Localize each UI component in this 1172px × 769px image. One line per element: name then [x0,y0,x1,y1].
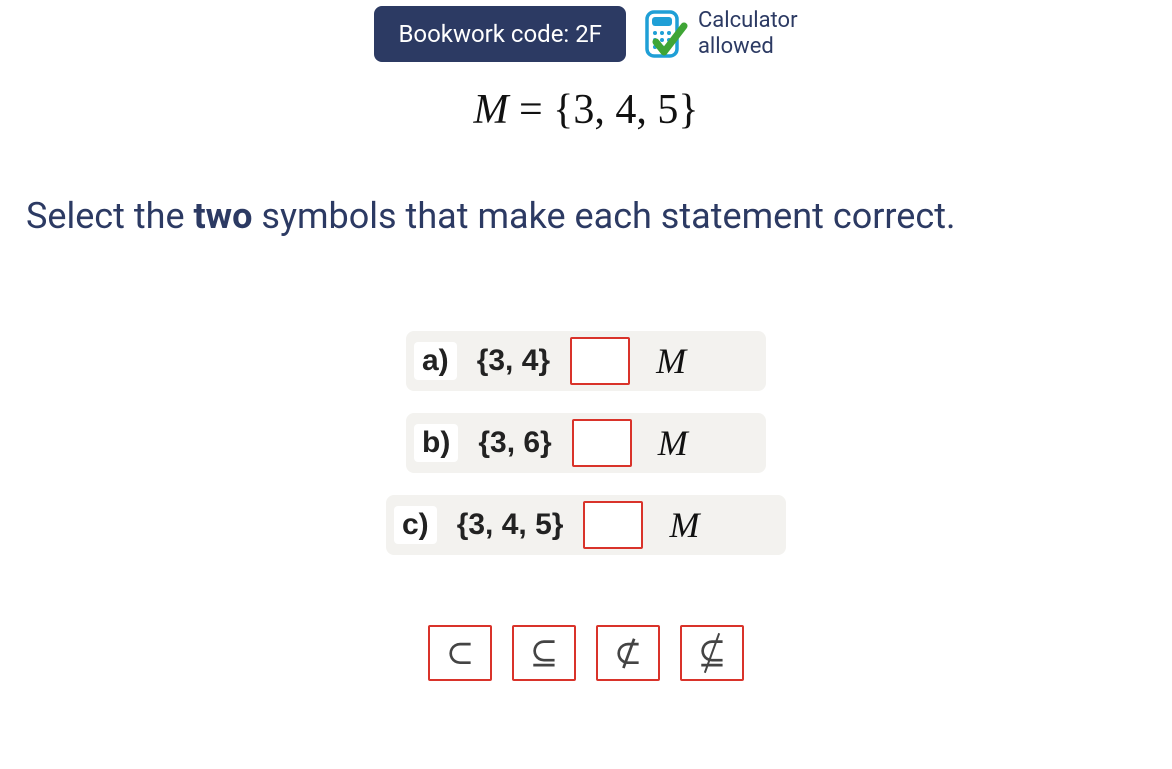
symbol-palette: ⊂ ⊆ ⊄ ⊆ [0,625,1172,681]
calc-line-1: Calculator [698,8,798,34]
symbol-subset[interactable]: ⊂ [428,625,492,681]
statement-var: M [652,422,688,464]
calc-line-2: allowed [698,34,798,60]
bookwork-code-pill: Bookwork code: 2F [374,6,626,62]
statement-var: M [663,504,699,546]
symbol-not-subseteq[interactable]: ⊆ [680,625,744,681]
equation-eq: = [508,87,553,133]
nsubseteq-glyph: ⊆ [698,633,727,673]
statement-set: {3, 6} [478,426,551,460]
set-definition-equation: M = {3, 4, 5} [0,86,1172,134]
symbol-subseteq[interactable]: ⊆ [512,625,576,681]
equation-rhs: {3, 4, 5} [553,87,698,133]
statement-a-dropzone[interactable] [570,337,630,385]
question-prompt: Select the two symbols that make each st… [0,192,1172,241]
statement-label: c) [394,506,437,544]
statement-set: {3, 4, 5} [457,508,564,542]
statement-b: b) {3, 6} M [406,413,766,473]
statement-c: c) {3, 4, 5} M [386,495,786,555]
statement-a: a) {3, 4} M [406,331,766,391]
statement-var: M [650,340,686,382]
statement-set: {3, 4} [477,344,550,378]
statement-b-dropzone[interactable] [572,419,632,467]
prompt-bold: two [193,195,252,237]
calculator-icon [640,10,688,58]
prompt-pre: Select the [26,195,193,237]
statement-c-dropzone[interactable] [583,501,643,549]
statement-label: a) [414,342,457,380]
statements-list: a) {3, 4} M b) {3, 6} M c) {3, 4, 5} M [0,331,1172,555]
symbol-not-subset[interactable]: ⊄ [596,625,660,681]
calculator-allowed-text: Calculator allowed [698,8,798,61]
prompt-post: symbols that make each statement correct… [252,195,955,237]
equation-lhs: M [473,87,508,133]
calculator-allowed-group: Calculator allowed [640,8,798,61]
top-bar: Bookwork code: 2F Calculator allowed [0,6,1172,62]
statement-label: b) [414,424,458,462]
